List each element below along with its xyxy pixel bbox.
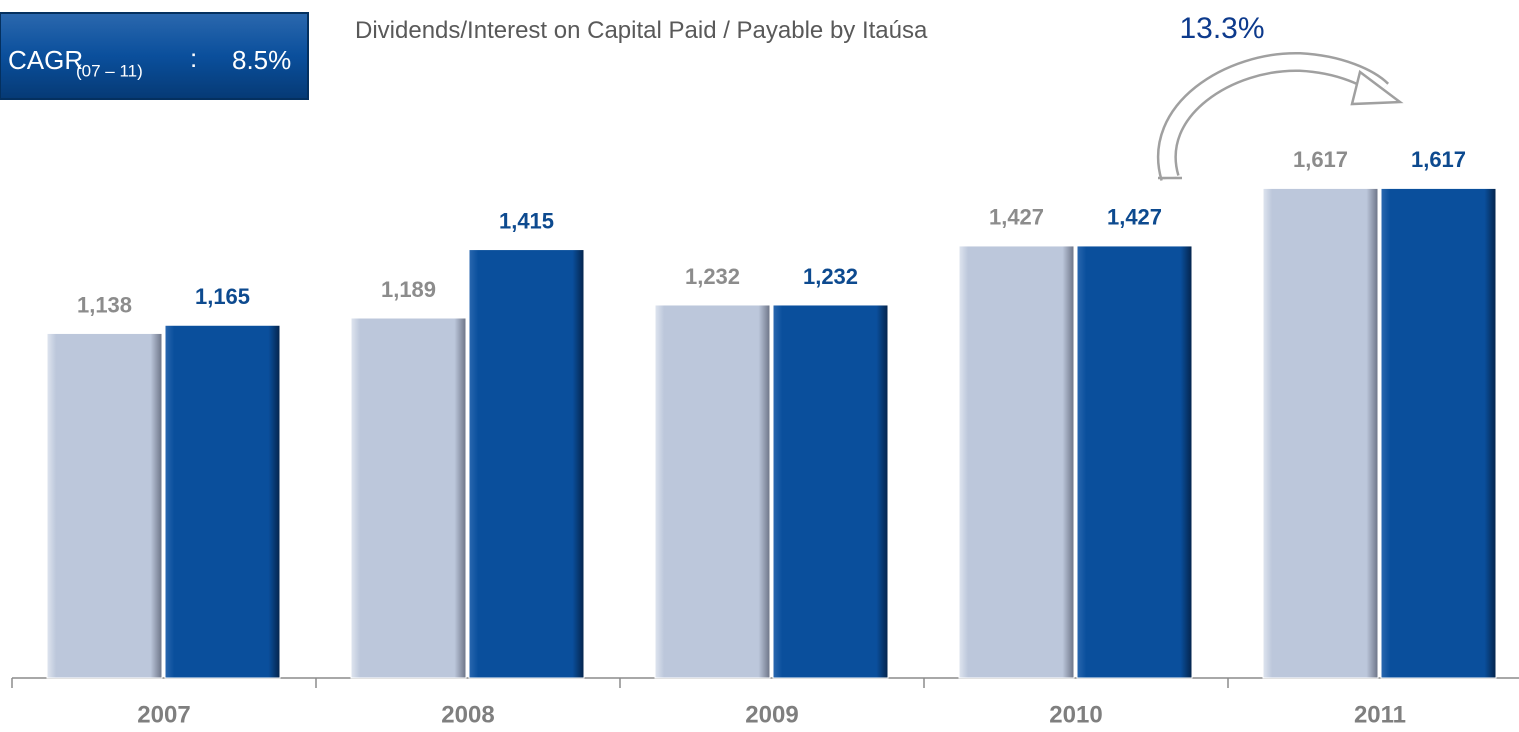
value-label: 1,617 <box>1411 147 1466 172</box>
value-label: 1,427 <box>1107 205 1162 230</box>
value-label: 1,138 <box>77 292 132 317</box>
value-label: 1,232 <box>685 264 740 289</box>
bar <box>46 332 163 679</box>
bar <box>654 304 771 679</box>
bar <box>1380 187 1497 679</box>
x-tick-label: 2009 <box>745 701 798 728</box>
bar <box>1076 245 1193 679</box>
bar <box>772 304 889 679</box>
bar <box>350 317 467 679</box>
growth-annotation: 13.3% <box>1179 12 1264 45</box>
cagr-box <box>0 12 309 100</box>
value-label: 1,189 <box>381 277 436 302</box>
value-label: 1,617 <box>1293 147 1348 172</box>
value-label: 1,232 <box>803 264 858 289</box>
x-tick-label: 2007 <box>137 701 190 728</box>
bar <box>1262 187 1379 679</box>
cagr-period: (07 – 11) <box>76 61 143 80</box>
bar <box>958 245 1075 679</box>
cagr-label: CAGR <box>8 45 83 75</box>
bar <box>468 249 585 679</box>
bar <box>164 324 281 679</box>
chart-title: Dividends/Interest on Capital Paid / Pay… <box>355 17 928 44</box>
cagr-separator: : <box>190 43 197 73</box>
value-label: 1,165 <box>195 284 250 309</box>
value-label: 1,427 <box>989 205 1044 230</box>
x-tick-label: 2011 <box>1354 701 1406 728</box>
x-tick-label: 2008 <box>441 701 494 728</box>
cagr-value: 8.5% <box>232 45 291 75</box>
value-label: 1,415 <box>499 208 554 233</box>
x-tick-label: 2010 <box>1049 701 1102 728</box>
growth-arrow <box>1156 51 1404 181</box>
